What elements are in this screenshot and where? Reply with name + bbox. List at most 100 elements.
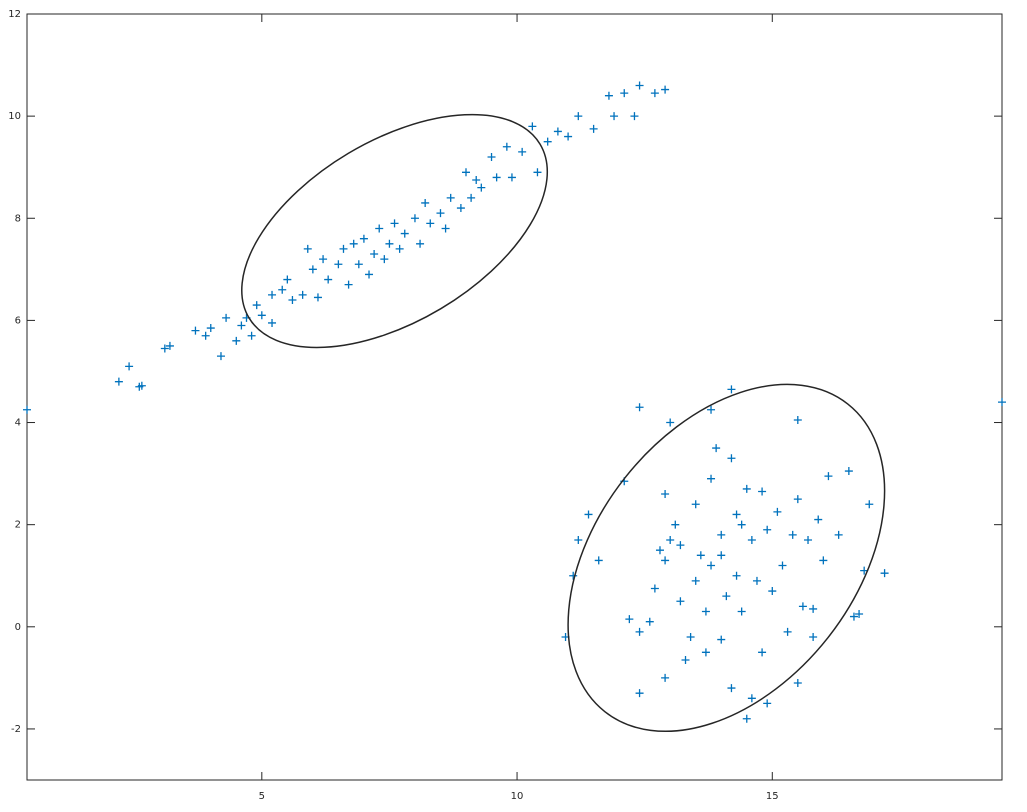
marker: [487, 152, 496, 161]
marker: [410, 214, 419, 223]
marker: [773, 507, 782, 516]
marker: [655, 546, 664, 555]
marker: [768, 587, 777, 596]
marker: [308, 265, 317, 274]
marker: [610, 112, 619, 121]
marker: [645, 617, 654, 626]
marker: [349, 239, 358, 248]
marker: [441, 224, 450, 233]
marker: [257, 311, 266, 320]
marker: [778, 561, 787, 570]
marker: [518, 147, 527, 156]
marker: [666, 418, 675, 427]
marker: [747, 694, 756, 703]
marker: [676, 541, 685, 550]
marker: [727, 385, 736, 394]
y-tick-label: 8: [15, 213, 21, 224]
marker: [732, 571, 741, 580]
marker: [650, 584, 659, 593]
marker: [502, 142, 511, 151]
marker: [691, 500, 700, 509]
marker: [237, 321, 246, 330]
marker: [758, 648, 767, 657]
marker: [472, 175, 481, 184]
marker: [819, 556, 828, 565]
marker: [334, 260, 343, 269]
marker: [395, 244, 404, 253]
marker: [793, 678, 802, 687]
marker: [707, 474, 716, 483]
marker: [456, 204, 465, 213]
marker: [492, 173, 501, 182]
marker: [804, 535, 813, 544]
marker: [574, 535, 583, 544]
marker: [998, 398, 1006, 407]
marker: [814, 515, 823, 524]
marker: [824, 472, 833, 481]
marker: [507, 173, 516, 182]
marker: [742, 714, 751, 723]
marker: [165, 341, 174, 350]
marker: [650, 89, 659, 98]
marker: [717, 530, 726, 539]
marker: [809, 604, 818, 613]
marker: [691, 576, 700, 585]
y-tick-label: 4: [15, 418, 21, 429]
contour-ellipse: [241, 113, 549, 349]
marker: [370, 250, 379, 259]
marker: [752, 576, 761, 585]
marker: [553, 127, 562, 136]
marker: [620, 89, 629, 98]
marker: [855, 610, 864, 619]
marker: [222, 313, 231, 322]
marker: [365, 270, 374, 279]
marker: [686, 633, 695, 642]
marker: [681, 655, 690, 664]
x-tick-label: 10: [511, 791, 524, 802]
marker: [737, 607, 746, 616]
marker: [732, 510, 741, 519]
y-tick-label: 12: [8, 9, 21, 20]
marker: [763, 525, 772, 534]
marker: [252, 301, 261, 310]
marker: [288, 295, 297, 304]
marker: [416, 239, 425, 248]
marker: [625, 615, 634, 624]
marker: [160, 344, 169, 353]
marker: [589, 124, 598, 133]
marker: [564, 132, 573, 141]
marker: [359, 234, 368, 243]
marker: [191, 326, 200, 335]
marker: [354, 260, 363, 269]
marker: [809, 633, 818, 642]
marker: [339, 244, 348, 253]
marker: [533, 168, 542, 177]
marker: [722, 592, 731, 601]
marker: [303, 244, 312, 253]
marker: [528, 122, 537, 131]
x-tick-label: 5: [259, 791, 265, 802]
marker: [849, 612, 858, 621]
marker: [712, 444, 721, 453]
marker: [436, 209, 445, 218]
marker: [707, 405, 716, 414]
marker: [206, 324, 215, 333]
marker: [671, 520, 680, 529]
marker: [630, 112, 639, 121]
x-tick-label: 15: [766, 791, 779, 802]
marker: [880, 569, 889, 578]
marker: [635, 689, 644, 698]
marker: [701, 607, 710, 616]
marker: [742, 484, 751, 493]
marker: [584, 510, 593, 519]
marker: [604, 91, 613, 100]
marker: [844, 467, 853, 476]
marker: [661, 673, 670, 682]
marker: [763, 699, 772, 708]
marker: [375, 224, 384, 233]
marker: [462, 168, 471, 177]
marker: [676, 597, 685, 606]
marker: [758, 487, 767, 496]
marker: [421, 198, 430, 207]
